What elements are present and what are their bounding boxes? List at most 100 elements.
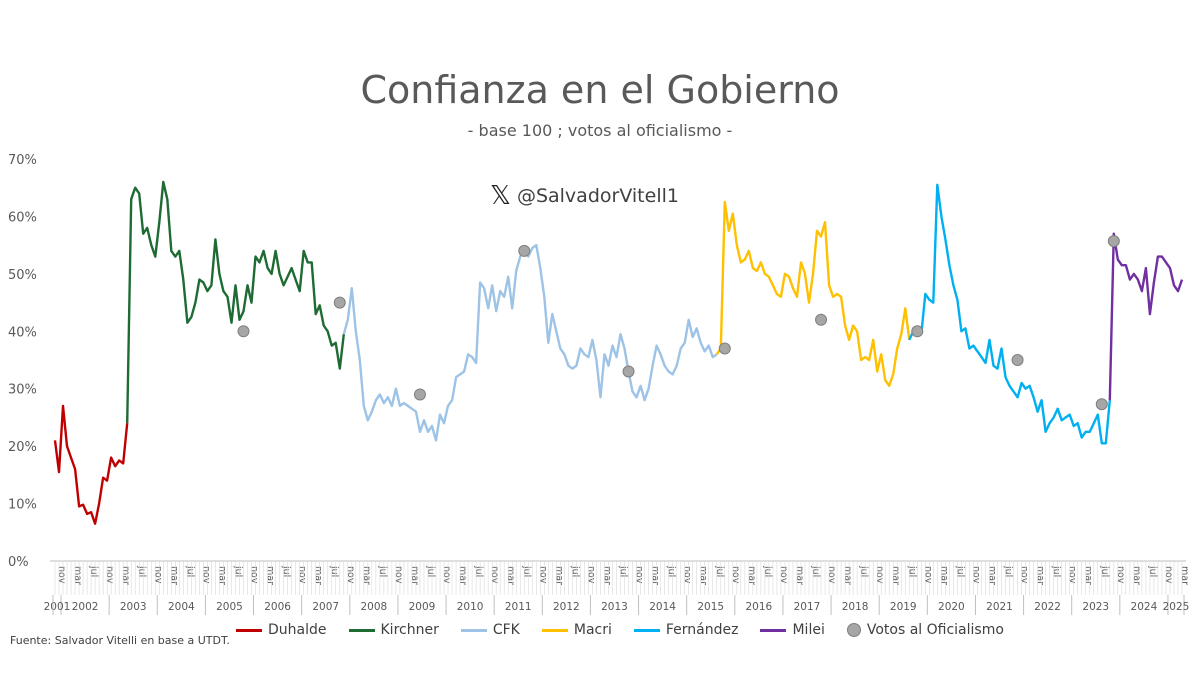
- month-tick-label: mar: [120, 566, 131, 585]
- month-tick-label: nov: [441, 566, 452, 584]
- legend-label: Kirchner: [380, 622, 439, 638]
- month-tick-label: jul: [617, 565, 628, 577]
- year-label: 2016: [746, 601, 773, 613]
- month-tick-label: mar: [601, 566, 612, 585]
- month-tick-label: nov: [1067, 566, 1078, 584]
- vote-marker: [413, 388, 426, 401]
- month-tick-label: nov: [1115, 566, 1126, 584]
- month-tick-label: mar: [265, 566, 276, 585]
- month-tick-label: jul: [184, 565, 195, 577]
- legend-item: Macri: [541, 622, 612, 638]
- chart-legend: Duhalde Kirchner CFK Macri Fernández Milei Vot…: [236, 622, 1004, 638]
- year-label: 2021: [986, 601, 1013, 613]
- month-tick-label: nov: [682, 566, 693, 584]
- month-tick-label: jul: [666, 565, 677, 577]
- series-line-kirchner: [126, 180, 345, 424]
- month-tick-label: nov: [152, 566, 163, 584]
- month-tick-label: mar: [313, 566, 324, 585]
- y-tick-label: 20%: [8, 440, 37, 455]
- month-tick-label: jul: [88, 565, 99, 577]
- legend-label: Votos al Oficialismo: [866, 622, 1004, 638]
- month-tick-label: mar: [168, 566, 179, 585]
- month-tick-label: mar: [1035, 566, 1046, 585]
- year-label: 2003: [120, 601, 147, 613]
- legend-label: Duhalde: [268, 622, 327, 638]
- source-note: Fuente: Salvador Vitelli en base a UTDT.: [10, 634, 230, 647]
- month-tick-label: mar: [938, 566, 949, 585]
- legend-item: Fernández: [633, 622, 738, 638]
- month-tick-label: jul: [858, 565, 869, 577]
- year-label: 2024: [1131, 601, 1158, 613]
- month-tick-label: nov: [200, 566, 211, 584]
- series-line-milei: [1108, 232, 1184, 401]
- year-label: 2004: [168, 601, 195, 613]
- month-tick-label: jul: [473, 565, 484, 577]
- legend-label: Milei: [792, 622, 825, 638]
- vote-marker: [718, 342, 731, 355]
- legend-line-swatch: [348, 628, 375, 632]
- month-tick-label: nov: [537, 566, 548, 584]
- vote-marker: [518, 244, 531, 257]
- series-line-cfk: [342, 243, 718, 442]
- chart-title: Confianza en el Gobierno: [360, 68, 840, 112]
- year-label: 2017: [794, 601, 821, 613]
- month-tick-label: mar: [1083, 566, 1094, 585]
- month-tick-label: mar: [698, 566, 709, 585]
- year-label: 2008: [360, 601, 387, 613]
- y-tick-label: 10%: [8, 498, 37, 513]
- year-label: 2012: [553, 601, 580, 613]
- month-tick-label: nov: [970, 566, 981, 584]
- month-tick-label: nov: [345, 566, 356, 584]
- month-tick-label: jul: [1051, 565, 1062, 577]
- month-tick-label: mar: [505, 566, 516, 585]
- month-tick-label: jul: [521, 565, 532, 577]
- month-tick-label: mar: [890, 566, 901, 585]
- legend-item: Kirchner: [348, 622, 439, 638]
- legend-item: Votos al Oficialismo: [846, 622, 1004, 638]
- month-tick-label: jul: [1147, 565, 1158, 577]
- year-label: 2005: [216, 601, 243, 613]
- year-label: 2019: [890, 601, 917, 613]
- legend-line-swatch: [460, 628, 487, 632]
- month-tick-label: nov: [104, 566, 115, 584]
- month-tick-label: jul: [714, 565, 725, 577]
- y-tick-label: 0%: [8, 555, 29, 570]
- year-label: 2018: [842, 601, 869, 613]
- y-tick-label: 70%: [8, 153, 37, 168]
- watermark: 𝕏 @SalvadorVitell1: [490, 183, 679, 209]
- month-tick-label: nov: [778, 566, 789, 584]
- year-label: 2022: [1034, 601, 1061, 613]
- y-tick-label: 50%: [8, 268, 37, 283]
- year-label: 2001: [44, 601, 71, 613]
- month-tick-label: nov: [585, 566, 596, 584]
- month-tick-label: nov: [249, 566, 260, 584]
- month-tick-label: nov: [1163, 566, 1174, 584]
- month-tick-label: mar: [1179, 566, 1190, 585]
- month-tick-label: jul: [136, 565, 147, 577]
- year-label: 2014: [649, 601, 676, 613]
- month-tick-label: mar: [361, 566, 372, 585]
- x-logo-icon: 𝕏: [490, 181, 511, 211]
- month-tick-label: jul: [1099, 565, 1110, 577]
- month-tick-label: jul: [1003, 565, 1014, 577]
- vote-marker: [911, 325, 924, 338]
- month-tick-label: jul: [762, 565, 773, 577]
- chart-subtitle: - base 100 ; votos al oficialismo -: [467, 121, 733, 140]
- watermark-handle: @SalvadorVitell1: [516, 185, 679, 207]
- y-tick-label: 60%: [8, 210, 37, 225]
- year-label: 2007: [312, 601, 339, 613]
- month-tick-label: mar: [842, 566, 853, 585]
- legend-item: Milei: [760, 622, 825, 638]
- month-tick-label: mar: [1131, 566, 1142, 585]
- month-tick-label: jul: [281, 565, 292, 577]
- legend-item: CFK: [460, 622, 520, 638]
- series-line-fernndez: [908, 183, 1111, 445]
- year-label: 2020: [938, 601, 965, 613]
- month-tick-label: nov: [874, 566, 885, 584]
- month-tick-label: mar: [650, 566, 661, 585]
- month-tick-label: nov: [393, 566, 404, 584]
- month-tick-label: mar: [986, 566, 997, 585]
- legend-line-swatch: [541, 628, 568, 632]
- legend-line-swatch: [633, 628, 660, 632]
